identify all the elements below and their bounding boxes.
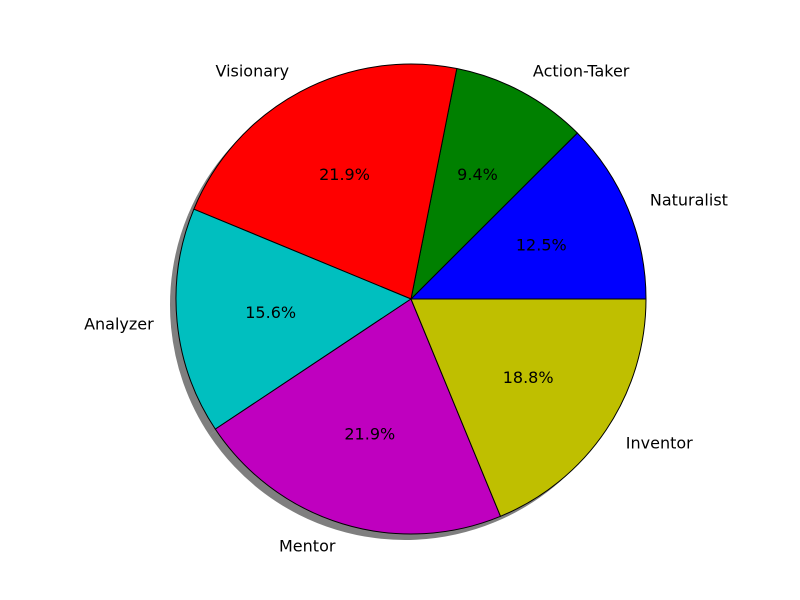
slice-percent-naturalist: 12.5% [516, 236, 567, 255]
slice-label-analyzer: Analyzer [84, 315, 154, 334]
slice-label-naturalist: Naturalist [650, 191, 728, 210]
slice-percent-inventor: 18.8% [503, 368, 554, 387]
slice-label-visionary: Visionary [215, 62, 289, 81]
slice-label-inventor: Inventor [626, 433, 693, 452]
slice-percent-analyzer: 15.6% [245, 303, 296, 322]
slice-percent-mentor: 21.9% [344, 424, 395, 443]
pie-labels: Naturalist 12.5% Action-Taker 9.4% Visionary… [84, 62, 728, 556]
slice-label-mentor: Mentor [279, 537, 336, 556]
pie-slice-visionary [193, 63, 458, 300]
pie-slice-inventor [410, 298, 647, 517]
slice-label-action-taker: Action-Taker [533, 62, 630, 81]
pie-slice-naturalist [410, 132, 647, 300]
pie-slices [175, 63, 647, 535]
pie-slice-analyzer [175, 208, 412, 430]
pie-slice-action-taker [410, 68, 578, 300]
slice-percent-visionary: 21.9% [319, 165, 370, 184]
slice-percent-action-taker: 9.4% [457, 165, 498, 184]
pie-slice-mentor [214, 298, 501, 535]
